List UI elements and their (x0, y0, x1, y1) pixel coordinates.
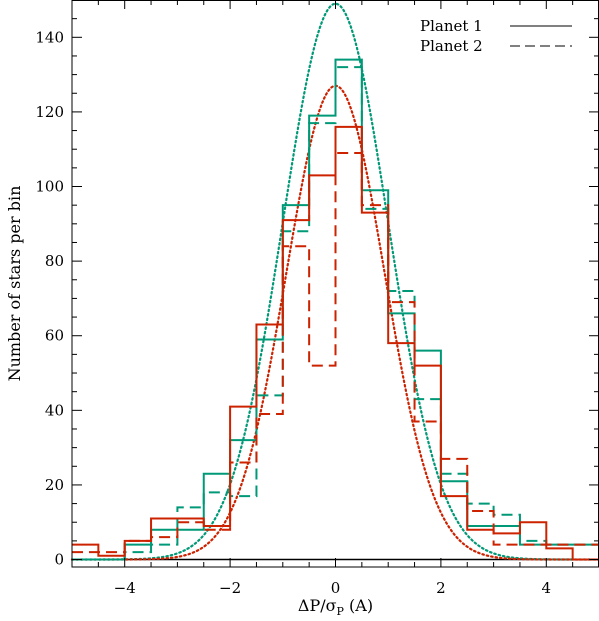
x-axis-label: ΔP/σP (A) (298, 596, 373, 618)
legend-label-planet-2: Planet 2 (420, 37, 483, 55)
x-tick-label: −2 (219, 579, 241, 597)
x-tick-label: 0 (331, 579, 341, 597)
x-tick-label: −4 (114, 579, 136, 597)
y-tick-label: 0 (54, 551, 64, 569)
gaussian-fit-0 (70, 2, 599, 561)
histogram-dashed-3 (72, 151, 599, 554)
legend: Planet 1 Planet 2 (420, 17, 572, 55)
x-tick-label: 2 (436, 579, 446, 597)
y-tick-label: 40 (45, 401, 64, 419)
y-tick-label: 100 (35, 178, 64, 196)
y-tick-label: 140 (35, 28, 64, 46)
y-tick-label: 80 (45, 252, 64, 270)
histogram-solid-2 (72, 125, 599, 561)
y-tick-label: 20 (45, 476, 64, 494)
y-tick-label: 60 (45, 327, 64, 345)
x-axis-label-subscript: P (337, 605, 345, 618)
x-axis-label-suffix: (A) (344, 596, 373, 615)
y-tick-label: 120 (35, 103, 64, 121)
x-tick-label: 4 (542, 579, 552, 597)
plot-layer (70, 2, 599, 561)
legend-label-planet-1: Planet 1 (420, 17, 483, 35)
y-axis-label: Number of stars per bin (5, 186, 24, 382)
x-axis-label-main: ΔP/σ (298, 596, 337, 615)
